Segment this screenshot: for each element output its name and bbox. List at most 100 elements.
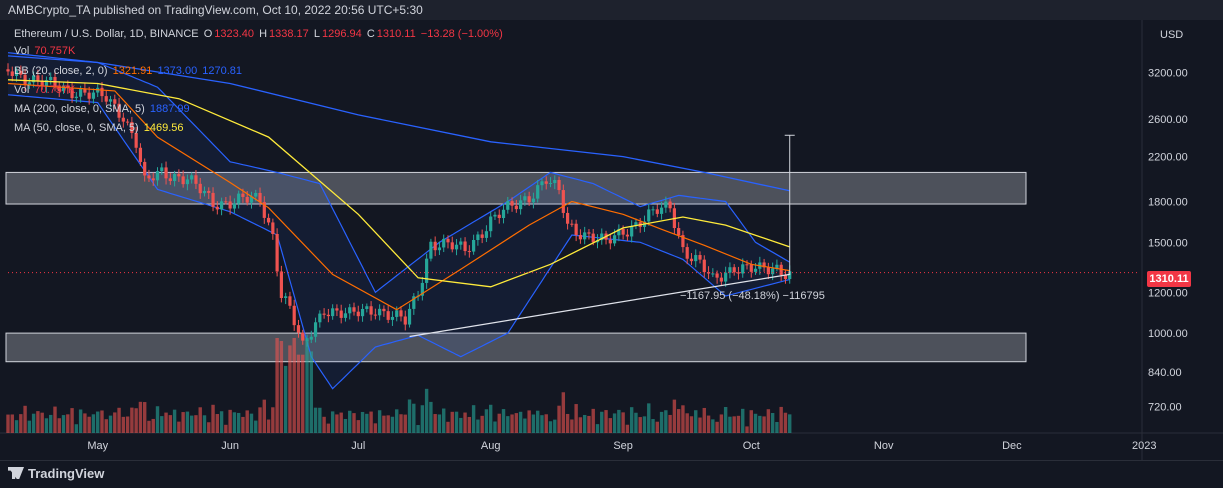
candle-body xyxy=(309,336,313,340)
volume-bar xyxy=(548,421,553,433)
candle-body xyxy=(61,85,66,92)
volume-bar xyxy=(189,415,194,433)
legend-bb[interactable]: BB (20, close, 2, 0) 1321.91 1373.00 127… xyxy=(14,63,244,80)
candle-body xyxy=(506,201,510,210)
legend-ma200-value: 1887.99 xyxy=(149,103,190,115)
volume-bar xyxy=(634,412,638,433)
volume-bar xyxy=(403,414,407,433)
support-trendline xyxy=(409,273,790,338)
volume-bar xyxy=(463,412,467,433)
volume-bar xyxy=(480,415,484,433)
volume-bar xyxy=(698,417,702,433)
volume-bar xyxy=(625,424,630,433)
price-chart[interactable]: −1167.95 (−48.18%) −116795 USD 720.00 840.0… xyxy=(0,20,1223,460)
volume-bar xyxy=(168,415,173,433)
candle-body xyxy=(484,231,489,238)
x-tick-label: Jul xyxy=(351,440,365,452)
volume-bar xyxy=(49,414,53,433)
candle-body xyxy=(454,244,459,250)
candle-body xyxy=(160,167,164,172)
volume-bar xyxy=(450,411,454,433)
volume-bar xyxy=(177,421,181,433)
candle-body xyxy=(425,258,429,283)
candle-body xyxy=(147,175,151,179)
legend-bb-basis: 1321.91 xyxy=(112,65,153,77)
volume-bar xyxy=(232,412,237,433)
volume-bar xyxy=(510,414,514,433)
legend-ma200-label: MA (200, close, 0, SMA, 5) xyxy=(14,103,145,115)
volume-bar xyxy=(595,424,600,433)
volume-bar xyxy=(335,414,339,433)
candle-body xyxy=(121,117,125,122)
candle-body xyxy=(91,92,96,99)
volume-bar xyxy=(723,407,728,433)
volume-bar xyxy=(292,338,296,433)
volume-bar xyxy=(266,419,271,433)
legend-ma50-value: 1469.56 xyxy=(143,122,184,134)
volume-bar xyxy=(301,354,305,433)
volume-bar xyxy=(535,410,540,433)
volume-bar xyxy=(617,409,621,433)
candle-body xyxy=(519,200,523,210)
volume-bar xyxy=(711,419,715,433)
legend-close: 1310.11 xyxy=(376,28,416,40)
volume-bar xyxy=(702,407,706,433)
x-tick-label: Dec xyxy=(1002,440,1022,452)
volume-bar xyxy=(685,413,689,433)
volume-bar xyxy=(241,416,245,433)
candle-body xyxy=(143,161,147,176)
candle-body xyxy=(591,233,595,243)
volume-bar xyxy=(138,401,143,433)
candle-body xyxy=(117,103,121,118)
legend-symbol[interactable]: Ethereum / U.S. Dollar, 1D, BINANCE xyxy=(14,28,199,40)
legend-vol[interactable]: Vol 70.757K xyxy=(14,43,77,60)
candle-body xyxy=(493,214,497,217)
volume-bar xyxy=(296,354,301,433)
candle-body xyxy=(587,232,591,234)
volume-bar xyxy=(715,421,719,433)
volume-bar xyxy=(676,409,681,433)
legend-ma200[interactable]: MA (200, close, 0, SMA, 5) 1887.99 xyxy=(14,101,192,118)
volume-bar xyxy=(783,412,788,433)
tradingview-logo[interactable]: TradingView xyxy=(8,466,104,481)
volume-bar xyxy=(309,351,313,433)
candle-body xyxy=(570,223,574,225)
volume-bar xyxy=(365,413,369,433)
volume-bar xyxy=(245,410,249,433)
candle-body xyxy=(202,190,207,194)
candle-body xyxy=(292,305,296,326)
candle-body xyxy=(655,209,659,214)
legend-vol2-value: 70.757K xyxy=(34,84,76,96)
candle-body xyxy=(211,192,215,207)
candle-body xyxy=(630,226,634,237)
volume-bar xyxy=(553,419,557,433)
currency-label: USD xyxy=(1160,29,1183,41)
legend-vol-2[interactable]: Vol 70.757K xyxy=(14,82,77,99)
candle-body xyxy=(262,202,266,218)
volume-bar xyxy=(497,413,501,433)
candle-body xyxy=(373,314,377,316)
volume-bar xyxy=(53,406,57,433)
candle-body xyxy=(249,196,254,203)
y-tick-label: 1200.00 xyxy=(1148,287,1188,299)
volume-bar xyxy=(66,414,70,433)
candle-body xyxy=(489,216,493,232)
volume-bar xyxy=(134,408,138,433)
candle-body xyxy=(531,198,536,203)
volume-bar xyxy=(467,416,472,433)
y-tick-label: 720.00 xyxy=(1148,402,1182,414)
candle-body xyxy=(762,262,766,268)
bollinger-fill xyxy=(8,52,790,389)
candle-body xyxy=(79,89,83,97)
candle-body xyxy=(126,121,130,123)
candle-body xyxy=(783,274,788,280)
candle-body xyxy=(694,255,698,262)
volume-bar xyxy=(629,407,634,433)
candle-body xyxy=(266,217,271,223)
candle-body xyxy=(296,325,301,333)
ma50-line xyxy=(7,79,790,288)
legend-ma50[interactable]: MA (50, close, 0, SMA, 5) 1469.56 xyxy=(14,120,186,137)
candle-body xyxy=(49,76,53,81)
candle-body xyxy=(36,75,40,81)
y-tick-label: 3200.00 xyxy=(1148,68,1188,80)
